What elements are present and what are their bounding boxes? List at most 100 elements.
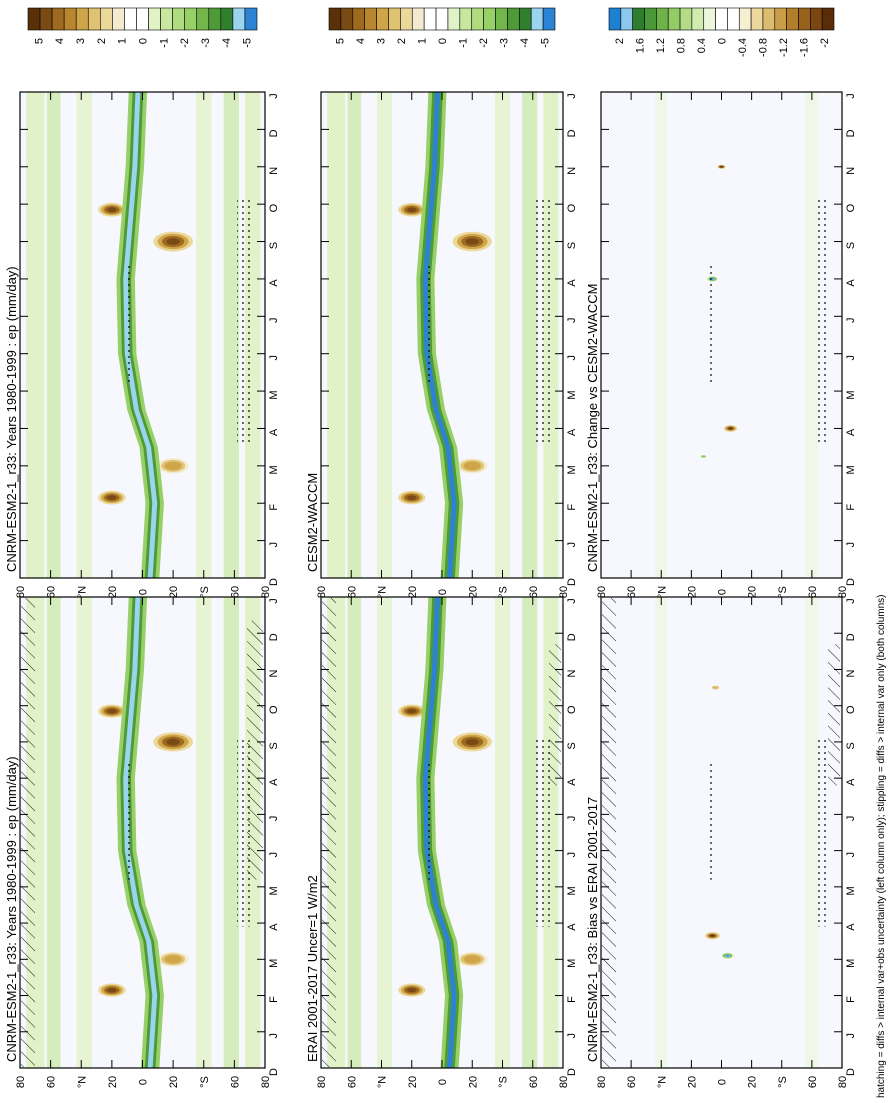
figure-footnote: hatching = diffs > internal var+obs unce… — [876, 594, 887, 1098]
contour-patch — [107, 987, 117, 993]
month-label: J — [268, 1033, 280, 1039]
plot-background — [601, 92, 842, 578]
colorbar-label: 1 — [416, 38, 428, 44]
month-label: J — [566, 598, 578, 604]
colorbar-swatch — [703, 7, 716, 31]
lat-label: 60 — [346, 1076, 358, 1088]
diff-patch — [728, 427, 733, 430]
lat-label: 60 — [229, 1076, 241, 1088]
colorbar-swatch — [136, 7, 149, 31]
colorbar-label: -1 — [158, 38, 170, 48]
lat-label: °N — [656, 1076, 668, 1088]
month-label: M — [845, 886, 857, 895]
colorbar-swatch — [388, 7, 401, 31]
month-label: D — [268, 578, 280, 586]
colorbar-swatch — [471, 7, 484, 31]
stippling-south — [535, 738, 551, 927]
month-label: M — [566, 390, 578, 399]
hatching-north — [21, 598, 35, 1067]
lat-label: 60 — [229, 586, 241, 598]
diff-band — [655, 597, 668, 1068]
itcz-max — [422, 92, 457, 578]
month-label: J — [845, 355, 857, 361]
month-label: J — [268, 318, 280, 324]
itcz-max — [123, 92, 158, 578]
lat-label: 80 — [558, 586, 570, 598]
month-label: M — [268, 390, 280, 399]
field-layer — [655, 597, 818, 1068]
month-label: A — [268, 923, 280, 931]
lat-label: 0 — [437, 589, 449, 595]
lat-label: °S — [199, 1076, 211, 1088]
colorbar-swatch — [435, 7, 449, 31]
month-label: A — [268, 428, 280, 436]
month-label: O — [268, 705, 280, 714]
colorbar-swatch — [679, 7, 693, 31]
lat-label: 60 — [528, 1076, 540, 1088]
month-label: N — [845, 167, 857, 175]
colorbar-label: -4 — [519, 38, 531, 48]
contour-patch — [407, 708, 417, 714]
lat-label: °N — [377, 586, 389, 598]
lat-label: °N — [76, 1076, 88, 1088]
contour-patch — [166, 738, 180, 746]
colorbar-swatch — [51, 7, 65, 31]
lat-label: 0 — [437, 1079, 449, 1085]
lat-label: 80 — [596, 1076, 608, 1088]
contour-band — [327, 92, 346, 578]
panel-title: CNRM-ESM2-1_r33: Years 1980-1999 : ep (m… — [4, 756, 19, 1062]
colorbar-label: -3 — [499, 38, 511, 48]
contour-band — [522, 597, 538, 1068]
colorbar-label: 1.2 — [655, 38, 667, 53]
colorbar-swatch — [656, 7, 669, 31]
lat-label: 20 — [168, 1076, 180, 1088]
colorbar-swatch — [27, 7, 41, 31]
lat-label: 80 — [596, 586, 608, 598]
lat-label: 20 — [407, 586, 419, 598]
month-label: N — [566, 167, 578, 175]
lat-label: 20 — [747, 586, 759, 598]
colorbar-swatch — [39, 7, 53, 31]
month-label: M — [845, 390, 857, 399]
colorbar-label: 1 — [117, 38, 129, 44]
lat-label: 20 — [107, 586, 119, 598]
colorbar-label: -2 — [478, 38, 490, 48]
lat-label: 20 — [467, 586, 479, 598]
colorbar-label: 1.6 — [635, 38, 647, 53]
month-label: J — [566, 318, 578, 324]
stippling-tropics — [706, 262, 713, 384]
colorbar-label: -4 — [221, 38, 233, 48]
field-layer — [26, 92, 261, 578]
colorbar-swatch — [100, 7, 113, 31]
month-label: J — [566, 816, 578, 822]
colorbar-swatch — [172, 7, 185, 31]
lat-label: 20 — [747, 1076, 759, 1088]
lat-label: 60 — [346, 586, 358, 598]
month-label: F — [268, 504, 280, 511]
colorbar-label: -2 — [179, 38, 191, 48]
colorbar: 5 4 3 2 1 0 -1 -2 -3 -4 -5 — [328, 7, 556, 48]
lat-label: 0 — [138, 1079, 150, 1085]
lat-label: 20 — [686, 1076, 698, 1088]
stippling-south — [237, 198, 253, 442]
month-label: D — [566, 129, 578, 137]
colorbar-swatch — [798, 7, 811, 31]
stippling-tropics — [426, 262, 433, 384]
colorbar-swatch — [232, 7, 246, 31]
colorbar-swatch — [542, 7, 556, 31]
colorbar-swatch — [667, 7, 681, 31]
contour-patch — [107, 708, 117, 714]
lat-label: 60 — [626, 586, 638, 598]
lat-label: 60 — [626, 1076, 638, 1088]
lat-label: 0 — [717, 1079, 729, 1085]
colorbar-swatch — [352, 7, 365, 31]
contour-patch — [465, 738, 479, 746]
month-label: F — [845, 504, 857, 511]
month-label: J — [845, 598, 857, 604]
lat-label: °S — [777, 1076, 789, 1088]
diff-patch — [701, 455, 706, 458]
colorbar-swatch — [400, 7, 413, 31]
contour-band — [223, 597, 239, 1068]
colorbar-swatch — [244, 7, 258, 31]
